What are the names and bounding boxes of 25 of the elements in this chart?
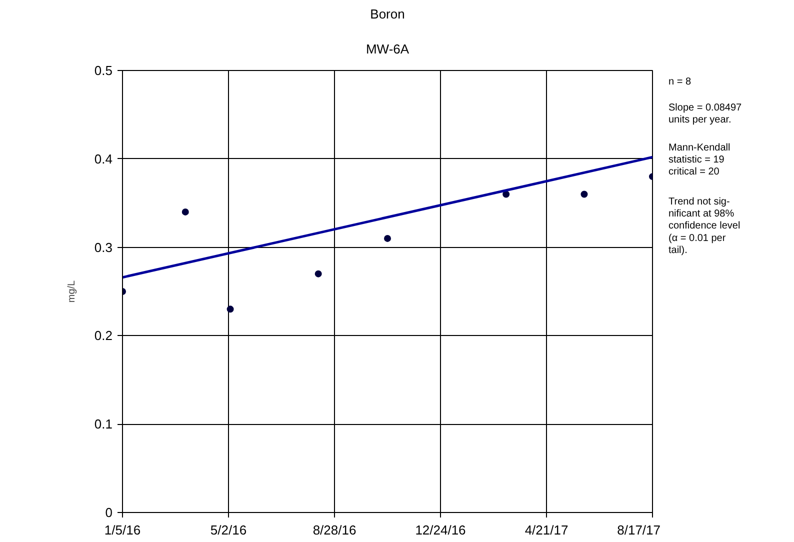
chart-title: Boron xyxy=(370,6,405,22)
y-tick-label: 0.1 xyxy=(94,416,113,432)
x-tick-label: 1/5/16 xyxy=(104,522,141,538)
x-tick-label: 8/28/16 xyxy=(312,522,356,538)
y-tick-label: 0.4 xyxy=(94,151,113,166)
text: Slope = 0.08497 units per year. xyxy=(668,102,742,126)
y-axis-title: mg/L xyxy=(66,280,78,303)
text: n = 8 xyxy=(668,76,692,88)
y-tick-label: 0.2 xyxy=(94,328,113,344)
y-tick-label: 0.5 xyxy=(94,63,113,78)
point xyxy=(314,270,322,278)
x-tick-label: 4/21/17 xyxy=(524,522,568,538)
text: Trend not sig- nificant at 98% confidence level (α = 0.01 per tail). xyxy=(668,196,740,256)
x-tick-label: 8/17/17 xyxy=(617,522,660,538)
x-tick-label: 5/2/16 xyxy=(210,522,247,538)
point xyxy=(226,306,234,313)
y-tick-label: 0.3 xyxy=(94,240,113,255)
point xyxy=(182,208,189,216)
chart-subtitle: MW-6A xyxy=(366,42,410,56)
point xyxy=(384,234,391,242)
point xyxy=(580,190,588,198)
text: Mann-Kendall statistic = 19 critical = 20 xyxy=(668,142,730,178)
point xyxy=(502,190,510,198)
y-tick-label: 0 xyxy=(105,505,113,520)
x-tick-label: 12/24/16 xyxy=(415,522,466,538)
